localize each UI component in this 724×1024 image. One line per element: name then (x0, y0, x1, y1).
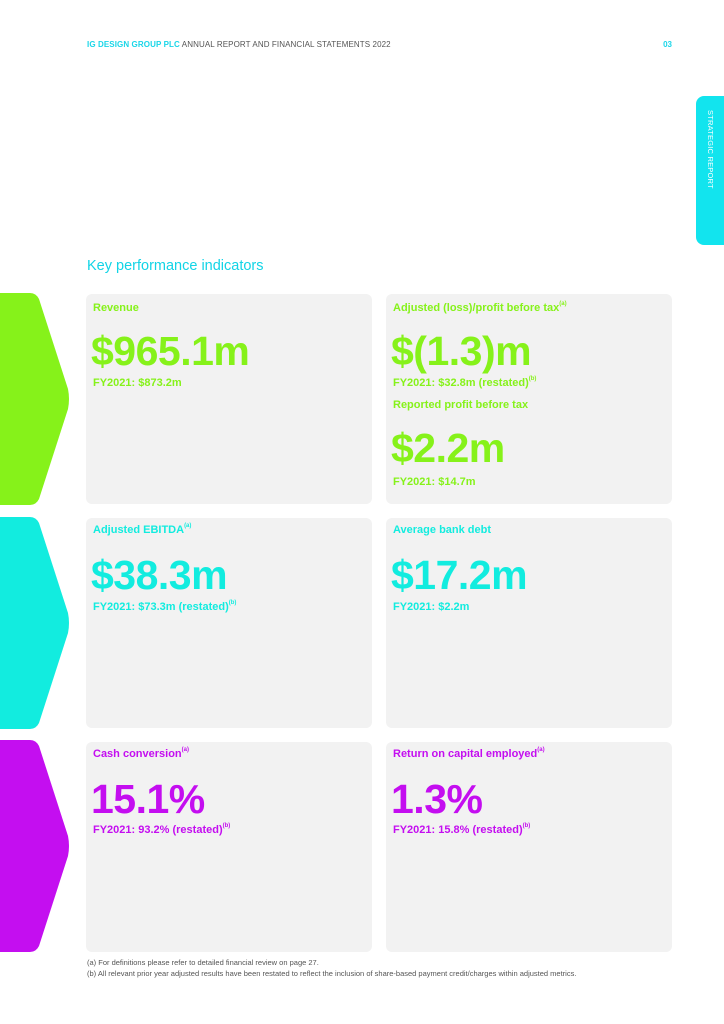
footnote-ref: (a) (559, 301, 567, 307)
footnote-b: (b) All relevant prior year adjusted res… (87, 969, 577, 978)
kpi-card-average-bank-debt: Average bank debt $17.2m FY2021: $2.2m (386, 518, 672, 728)
cyan-chevron-graphic (0, 517, 69, 729)
document-title: ANNUAL REPORT AND FINANCIAL STATEMENTS 2… (181, 40, 391, 49)
footnote-a: (a) For definitions please refer to deta… (87, 958, 319, 967)
kpi-card-adjusted-ebitda: Adjusted EBITDA(a) $38.3m FY2021: $73.3m… (86, 518, 372, 728)
kpi-card-cash-conversion: Cash conversion(a) 15.1% FY2021: 93.2% (… (86, 742, 372, 952)
footnote-ref: (b) (222, 823, 231, 829)
footnote-ref: (b) (522, 823, 531, 829)
kpi-value: $38.3m (91, 552, 228, 598)
section-tab-label: STRATEGIC REPORT (706, 110, 715, 189)
footnote-ref: (b) (528, 376, 537, 382)
kpi-label-reported-pbt: Reported profit before tax (393, 399, 529, 411)
page-number: 03 (663, 40, 672, 49)
kpi-prior-year: FY2021: $2.2m (393, 601, 470, 613)
kpi-card-revenue: Revenue $965.1m FY2021: $873.2m (86, 294, 372, 504)
footnote-ref: (b) (228, 600, 237, 606)
kpi-prior-year: FY2021: 15.8% (restated)(b) (393, 823, 531, 836)
kpi-prior-year-reported-pbt: FY2021: $14.7m (393, 476, 476, 488)
kpi-value: 15.1% (91, 776, 205, 822)
kpi-value: $965.1m (91, 328, 250, 374)
kpi-value-reported-pbt: $2.2m (391, 425, 505, 471)
kpi-value: $17.2m (391, 552, 528, 598)
kpi-prior-year: FY2021: 93.2% (restated)(b) (93, 823, 231, 836)
kpi-prior-year: FY2021: $873.2m (93, 377, 182, 389)
footnote-ref: (a) (181, 747, 189, 753)
kpi-label: Adjusted EBITDA(a) (93, 523, 192, 536)
kpi-card-roce: Return on capital employed(a) 1.3% FY202… (386, 742, 672, 952)
section-tab[interactable]: STRATEGIC REPORT (696, 96, 724, 245)
kpi-value: $(1.3)m (391, 328, 532, 374)
footnote-ref: (a) (537, 747, 545, 753)
kpi-prior-year: FY2021: $32.8m (restated)(b) (393, 376, 537, 389)
footnotes: (a) For definitions please refer to deta… (87, 957, 576, 979)
kpi-prior-year: FY2021: $73.3m (restated)(b) (93, 600, 237, 613)
kpi-label: Revenue (93, 302, 139, 314)
section-title: Key performance indicators (87, 258, 264, 274)
kpi-label: Adjusted (loss)/profit before tax(a) (393, 301, 567, 314)
kpi-label: Return on capital employed(a) (393, 747, 545, 760)
company-name: IG DESIGN GROUP PLC (87, 40, 180, 49)
kpi-label: Cash conversion(a) (93, 747, 189, 760)
magenta-chevron-graphic (0, 740, 69, 952)
kpi-value: 1.3% (391, 776, 483, 822)
kpi-label: Average bank debt (393, 524, 492, 536)
green-chevron-graphic (0, 293, 69, 505)
running-header: IG DESIGN GROUP PLC ANNUAL REPORT AND FI… (87, 40, 391, 49)
footnote-ref: (a) (184, 523, 192, 529)
kpi-card-adjusted-pbt: Adjusted (loss)/profit before tax(a) $(1… (386, 294, 672, 504)
